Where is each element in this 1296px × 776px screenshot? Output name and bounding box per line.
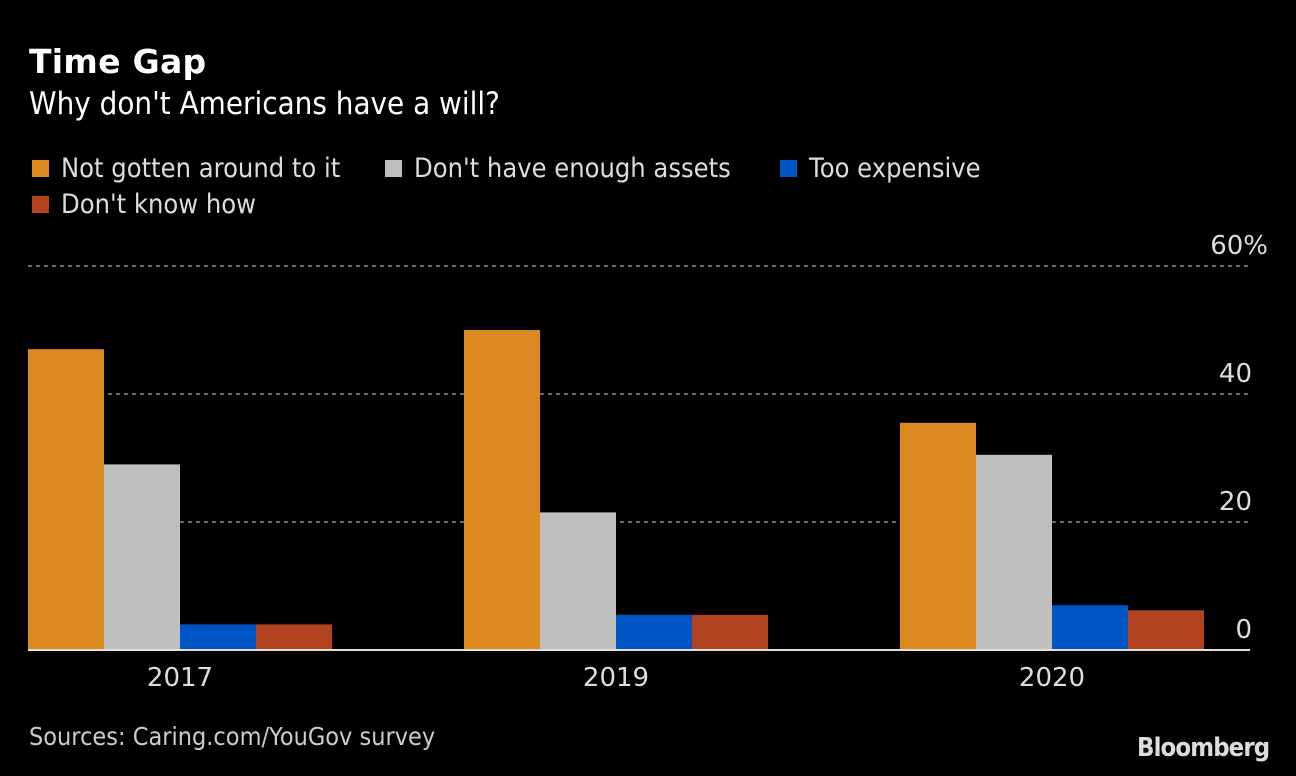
bar-too-expensive-2017 xyxy=(180,624,256,650)
x-tick-label: 2017 xyxy=(147,663,213,693)
legend-label: Too expensive xyxy=(809,152,981,184)
legend-row-1: Not gotten around to it Don't have enoug… xyxy=(32,150,1132,186)
legend-swatch-too-expensive xyxy=(780,159,798,177)
y-tick-label: 20 xyxy=(1219,487,1252,517)
bar-don-t-have-enough-assets-2019 xyxy=(540,512,616,650)
legend-swatch-dont-know-how xyxy=(32,195,49,213)
bar-not-gotten-around-to-it-2017 xyxy=(28,349,104,650)
legend-item-not-enough-assets: Don't have enough assets xyxy=(385,153,766,184)
source-note: Sources: Caring.com/YouGov survey xyxy=(29,722,436,751)
legend-item-dont-know-how: Don't know how xyxy=(32,189,278,220)
bar-don-t-know-how-2019 xyxy=(692,614,768,650)
y-tick-label: 40 xyxy=(1219,359,1252,389)
legend-item-not-gotten-around: Not gotten around to it xyxy=(32,153,371,184)
legend-item-too-expensive: Too expensive xyxy=(780,153,1000,184)
bar-don-t-have-enough-assets-2020 xyxy=(976,454,1052,650)
legend-swatch-not-enough-assets xyxy=(385,159,403,177)
y-tick-label: 60% xyxy=(1210,231,1268,261)
legend-label: Don't have enough assets xyxy=(414,152,732,184)
bar-don-t-know-how-2020 xyxy=(1128,610,1204,650)
legend-swatch-not-gotten-around xyxy=(32,159,49,177)
bar-too-expensive-2019 xyxy=(616,614,692,650)
legend-row-2: Don't know how xyxy=(32,186,1132,222)
legend-label: Not gotten around to it xyxy=(61,152,341,184)
bloomberg-logo: Bloomberg xyxy=(1136,733,1270,763)
x-tick-label: 2019 xyxy=(583,663,649,693)
bar-not-gotten-around-to-it-2020 xyxy=(900,422,976,650)
chart-title: Time Gap xyxy=(29,42,207,81)
legend: Not gotten around to it Don't have enoug… xyxy=(32,150,1132,222)
bar-not-gotten-around-to-it-2019 xyxy=(464,330,540,650)
y-tick-label: 0 xyxy=(1235,615,1252,645)
x-tick-label: 2020 xyxy=(1019,663,1085,693)
bar-don-t-know-how-2017 xyxy=(256,624,332,650)
chart-subtitle: Why don't Americans have a will? xyxy=(29,86,500,122)
bar-don-t-have-enough-assets-2017 xyxy=(104,464,180,650)
legend-label: Don't know how xyxy=(61,188,257,220)
bar-too-expensive-2020 xyxy=(1052,605,1128,650)
